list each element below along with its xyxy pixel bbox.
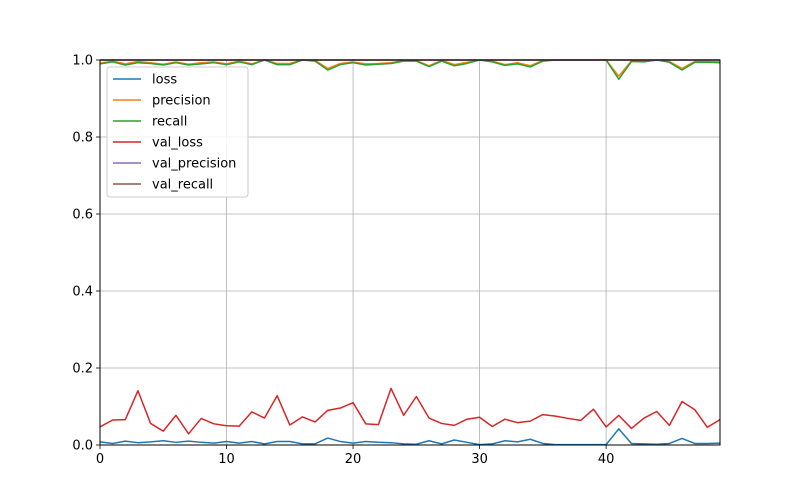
y-tick-label: 0.4 [72, 285, 93, 300]
legend-label-recall: recall [152, 115, 187, 130]
y-tick-label: 0.8 [72, 131, 93, 146]
axis-ticks: 0 10 20 30 40 0.0 0.2 0.4 0.6 0.8 1.0 [72, 54, 614, 468]
series-line-val-loss [100, 387, 720, 435]
x-tick-label: 10 [218, 452, 235, 467]
legend-label-val-loss: val_loss [152, 136, 203, 151]
x-tick-label: 20 [345, 452, 362, 467]
legend-label-val-precision: val_precision [152, 157, 236, 172]
legend-label-precision: precision [152, 94, 211, 109]
legend-label-val-recall: val_recall [152, 178, 213, 193]
legend-box [106, 66, 249, 198]
legend-label-loss: loss [152, 73, 177, 88]
series-line-loss [100, 428, 720, 445]
x-tick-label: 40 [598, 452, 615, 467]
x-tick-label: 0 [96, 452, 104, 467]
plot-frame [99, 59, 721, 446]
legend: loss precision recall val_loss val_precision… [106, 66, 249, 198]
series-line-recall [100, 59, 720, 80]
x-tick-label: 30 [471, 452, 488, 467]
y-tick-label: 1.0 [72, 54, 93, 69]
y-tick-label: 0.2 [72, 362, 93, 377]
y-tick-label: 0.0 [72, 439, 93, 454]
y-tick-label: 0.6 [72, 208, 93, 223]
